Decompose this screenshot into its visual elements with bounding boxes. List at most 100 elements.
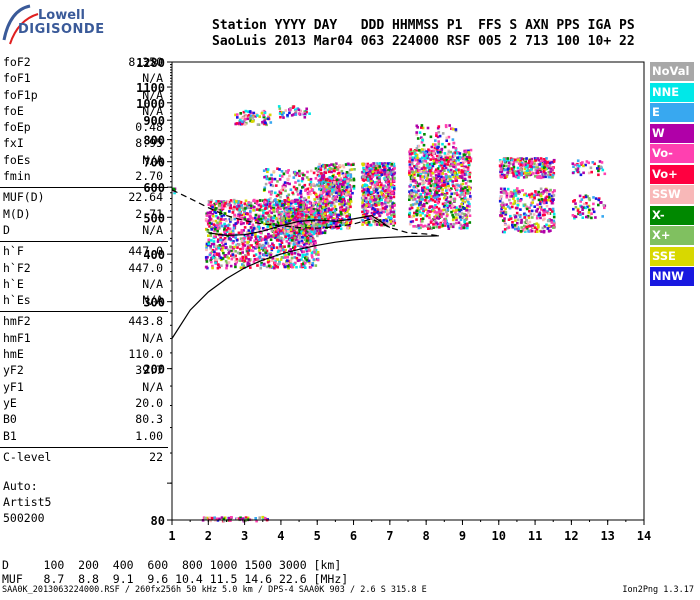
echo-point — [335, 221, 338, 224]
echo-point — [434, 204, 437, 207]
echo-point — [211, 248, 215, 252]
echo-point — [436, 186, 439, 190]
echo-point — [256, 199, 259, 203]
echo-point — [525, 169, 529, 173]
echo-point — [510, 158, 514, 162]
echo-point — [592, 202, 595, 206]
echo-point — [254, 237, 258, 240]
echo-point — [275, 230, 278, 233]
echo-point — [421, 138, 425, 142]
echo-point — [440, 164, 443, 167]
echo-point — [552, 212, 556, 216]
echo-point — [393, 176, 396, 180]
echo-point — [225, 266, 228, 270]
echo-point — [260, 246, 264, 250]
echo-point — [305, 234, 309, 238]
echo-point — [272, 170, 276, 173]
echo-point — [301, 246, 305, 249]
echo-point — [434, 143, 437, 146]
echo-point — [322, 165, 325, 168]
echo-point — [442, 212, 445, 216]
echo-point — [344, 223, 348, 226]
echo-point — [409, 150, 413, 153]
echo-point — [361, 162, 364, 166]
echo-point — [528, 193, 531, 196]
echo-point — [257, 225, 261, 229]
echo-point — [322, 195, 326, 199]
echo-point — [539, 170, 543, 174]
echo-point — [429, 221, 433, 224]
echo-point — [241, 247, 245, 251]
echo-point — [233, 202, 237, 205]
echo-point — [576, 169, 579, 172]
echo-point — [293, 208, 296, 212]
echo-point — [325, 223, 329, 226]
echo-point — [238, 252, 242, 255]
echo-point — [409, 179, 413, 183]
echo-point — [528, 209, 531, 213]
echo-point — [441, 184, 444, 187]
echo-point — [318, 162, 321, 166]
echo-point — [249, 201, 253, 205]
echo-point — [546, 210, 549, 213]
echo-point — [513, 189, 516, 192]
echo-point — [346, 182, 350, 185]
echo-point — [233, 215, 236, 218]
echo-point — [272, 223, 276, 226]
echo-point — [537, 158, 541, 162]
echo-point — [433, 177, 436, 180]
echo-point — [452, 215, 455, 219]
echo-point — [500, 214, 504, 218]
echo-point — [233, 217, 237, 221]
echo-point — [209, 259, 213, 262]
echo-point — [436, 183, 439, 187]
echo-point — [274, 191, 277, 195]
echo-point — [434, 219, 437, 223]
echo-point — [239, 237, 243, 240]
echo-point — [579, 173, 583, 177]
echo-point — [265, 168, 268, 171]
echo-point — [592, 210, 596, 214]
echo-point — [264, 203, 267, 207]
echo-point — [537, 190, 540, 194]
echo-point — [440, 175, 443, 178]
echo-point — [315, 193, 318, 196]
echo-point — [303, 116, 307, 119]
echo-point — [270, 229, 274, 232]
echo-point — [282, 217, 285, 220]
echo-point — [310, 254, 314, 257]
echo-point — [455, 221, 458, 225]
echo-point — [591, 161, 595, 164]
echo-point — [514, 194, 518, 197]
echo-point — [293, 252, 297, 255]
echo-point — [315, 220, 318, 223]
echo-point — [285, 194, 289, 198]
echo-point — [507, 159, 510, 163]
echo-point — [387, 185, 390, 189]
echo-point — [267, 235, 271, 239]
echo-point — [263, 186, 267, 190]
echo-point — [578, 211, 581, 215]
echo-point — [304, 227, 308, 230]
echo-point — [441, 190, 444, 193]
echo-point — [384, 178, 388, 181]
echo-point — [449, 195, 453, 199]
echo-point — [467, 149, 470, 153]
echo-point — [301, 200, 305, 204]
echo-point — [524, 213, 528, 217]
y-tick-label: 700 — [143, 156, 165, 170]
echo-point — [280, 204, 283, 208]
echo-point — [259, 239, 263, 242]
echo-point — [500, 170, 504, 173]
echo-point — [439, 157, 443, 161]
echo-point — [215, 201, 218, 205]
echo-point — [375, 162, 379, 165]
echo-point — [219, 200, 223, 203]
echo-point — [335, 168, 339, 171]
echo-point — [468, 202, 471, 206]
echo-point — [313, 248, 316, 251]
echo-point — [240, 204, 243, 207]
echo-point — [263, 222, 266, 226]
echo-point — [540, 208, 543, 211]
echo-point — [349, 200, 353, 203]
